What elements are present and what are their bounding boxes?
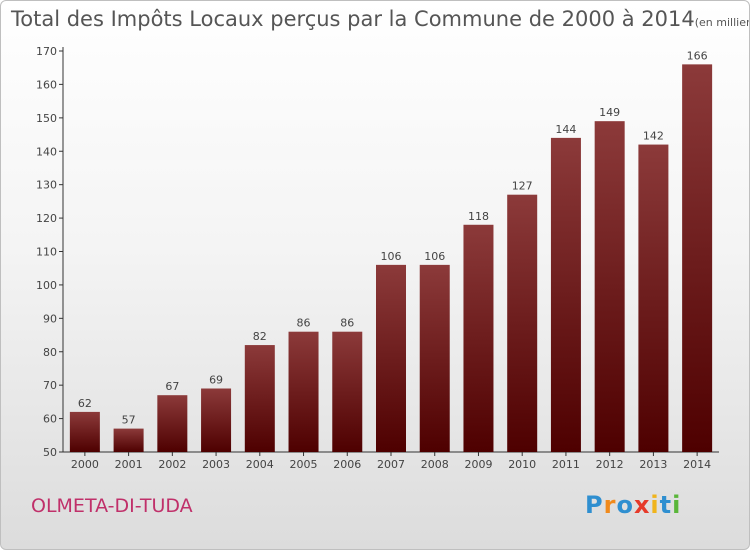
bar [507,194,538,453]
chart-title-main: Total des Impôts Locaux perçus par la Co… [11,7,695,31]
data-label: 142 [643,130,664,143]
bar [332,331,363,452]
data-label: 57 [122,414,136,427]
y-tick-label: 80 [43,346,57,359]
bar [244,345,275,452]
y-tick-label: 100 [36,279,57,292]
data-label: 149 [599,106,620,119]
data-label: 106 [424,250,445,263]
bar [201,388,232,452]
bar [376,264,406,452]
logo-letter: x [633,491,651,519]
bar [69,411,100,452]
logo-letter: o [616,491,634,519]
y-tick-label: 150 [36,112,57,125]
bar [463,224,494,452]
data-label: 86 [340,317,354,330]
x-tick-label: 2000 [71,458,99,471]
x-tick-label: 2008 [421,458,449,471]
bar [550,137,581,452]
data-label: 69 [209,374,223,387]
proxiti-logo: Proxiti [585,491,681,519]
x-tick-label: 2014 [683,458,711,471]
bar [288,331,319,452]
y-tick-label: 90 [43,312,57,325]
x-tick-label: 2012 [596,458,624,471]
x-axis: 2000 2001 2002 2003 2004 2005 2006 2007 2008 2009… [63,451,719,471]
y-axis: 50 60 70 80 90 100 110 120 130 140 150 160 170 [36,45,64,459]
logo-letter: i [650,491,660,519]
bar [113,428,144,452]
data-label: 127 [512,180,533,193]
bar [638,144,669,453]
data-label: 62 [78,397,92,410]
chart-title-unit: (en milliers d'€) [694,16,749,29]
logo-letter: i [672,491,682,519]
x-tick-label: 2009 [464,458,492,471]
y-tick-label: 70 [43,379,57,392]
bar [594,121,625,453]
data-label: 166 [687,49,708,62]
x-tick-label: 2007 [377,458,405,471]
x-tick-label: 2013 [639,458,667,471]
y-tick-label: 140 [36,145,57,158]
x-tick-label: 2003 [202,458,230,471]
y-tick-label: 60 [43,413,57,426]
y-tick-label: 170 [36,45,57,58]
x-tick-label: 2002 [158,458,186,471]
chart-title: Total des Impôts Locaux perçus par la Co… [11,7,749,31]
logo-letter: r [603,491,617,519]
y-tick-label: 130 [36,179,57,192]
data-label: 67 [165,380,179,393]
logo-letter: t [659,491,673,519]
data-labels: 62 57 67 69 82 86 86 106 106 118 127 144 149 142 166 [78,49,708,426]
x-tick-label: 2005 [290,458,318,471]
data-label: 106 [381,250,402,263]
y-tick-label: 120 [36,212,57,225]
y-tick-label: 160 [36,78,57,91]
logo-letter: P [585,491,604,519]
x-tick-label: 2010 [508,458,536,471]
bars [69,64,713,453]
data-label: 82 [253,330,267,343]
bar [419,264,450,452]
data-label: 118 [468,210,489,223]
data-label: 86 [297,317,311,330]
y-tick-label: 110 [36,246,57,259]
bar [682,64,713,452]
x-tick-label: 2004 [246,458,274,471]
x-tick-label: 2006 [333,458,361,471]
y-tick-label: 50 [43,446,57,459]
x-tick-label: 2001 [115,458,143,471]
x-tick-label: 2011 [552,458,580,471]
data-label: 144 [555,123,576,136]
commune-name: OLMETA-DI-TUDA [31,495,193,517]
bar [157,395,188,452]
